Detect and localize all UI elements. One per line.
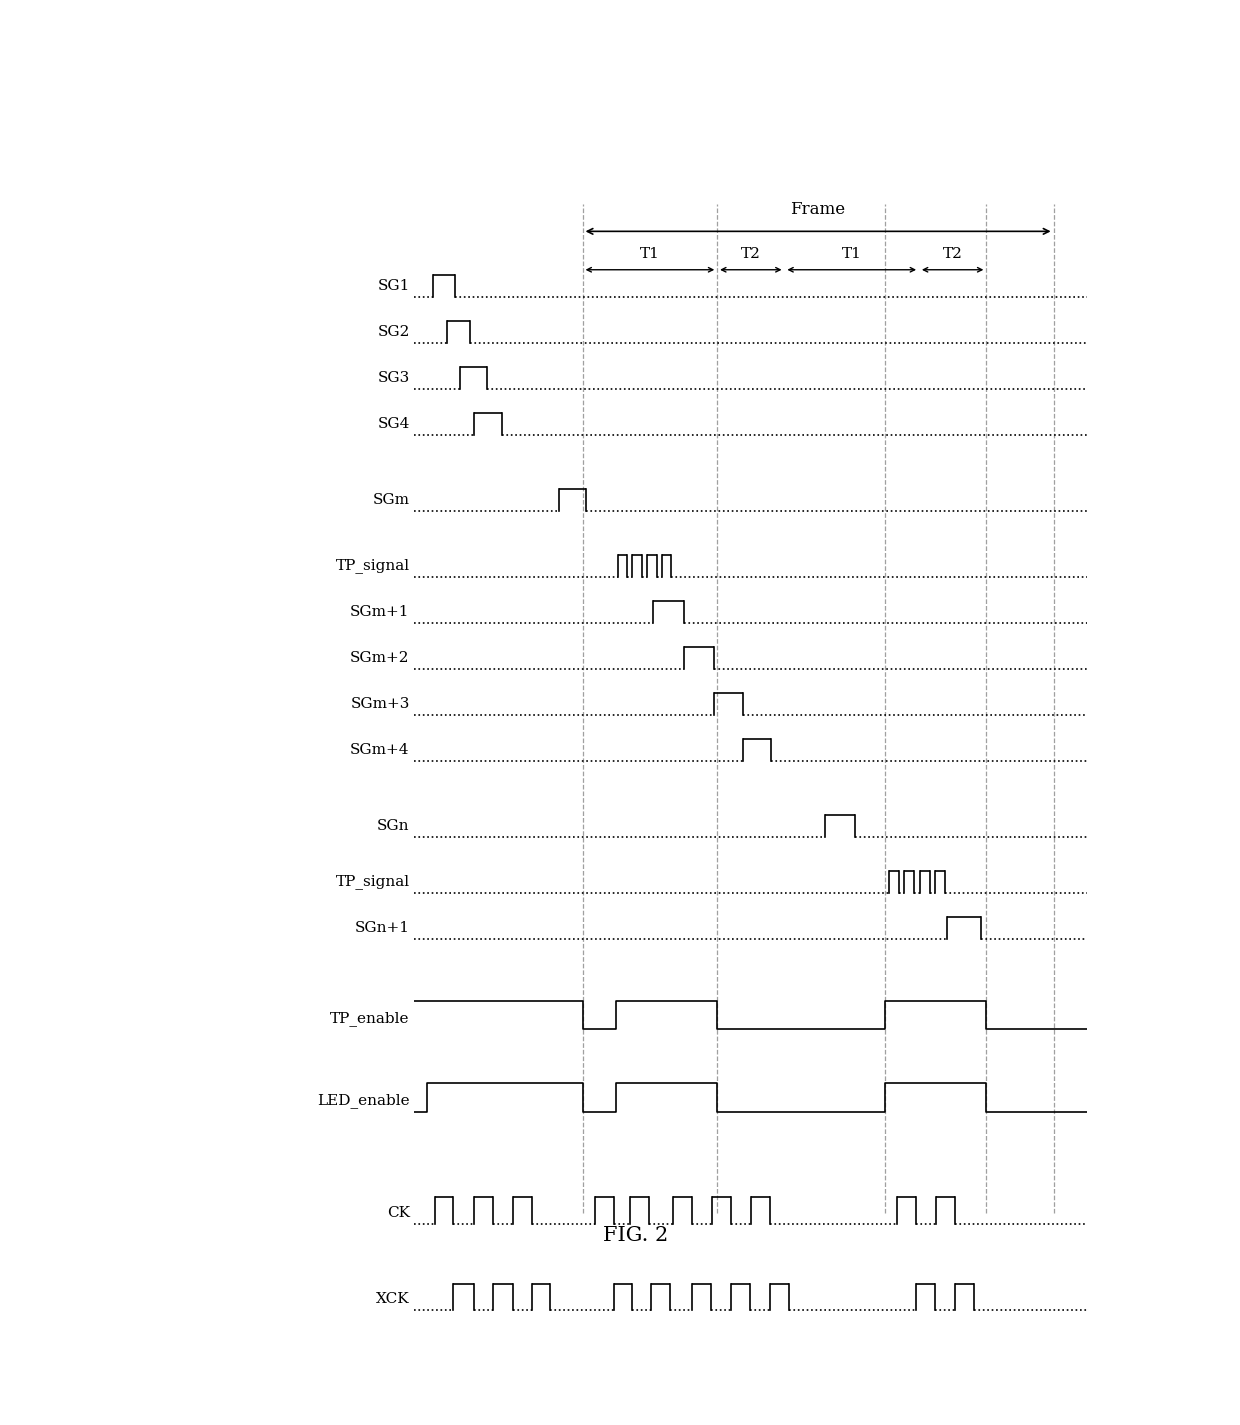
Text: T2: T2 <box>740 247 761 261</box>
Text: TP_enable: TP_enable <box>330 1010 409 1026</box>
Text: SGm: SGm <box>373 493 409 507</box>
Text: SGm+2: SGm+2 <box>350 651 409 665</box>
Text: T1: T1 <box>640 247 660 261</box>
Text: Frame: Frame <box>791 201 846 218</box>
Text: SG1: SG1 <box>377 279 409 294</box>
Text: FIG. 2: FIG. 2 <box>603 1226 668 1245</box>
Text: TP_signal: TP_signal <box>336 559 409 573</box>
Text: SGn+1: SGn+1 <box>355 921 409 935</box>
Text: T2: T2 <box>942 247 962 261</box>
Text: SG4: SG4 <box>377 418 409 432</box>
Text: LED_enable: LED_enable <box>317 1093 409 1109</box>
Text: SGm+1: SGm+1 <box>350 606 409 618</box>
Text: SG3: SG3 <box>377 372 409 385</box>
Text: CK: CK <box>387 1206 409 1220</box>
Text: XCK: XCK <box>376 1292 409 1307</box>
Text: SGm+4: SGm+4 <box>350 744 409 757</box>
Text: SG2: SG2 <box>377 325 409 339</box>
Text: TP_signal: TP_signal <box>336 875 409 889</box>
Text: T1: T1 <box>842 247 862 261</box>
Text: SGn: SGn <box>377 819 409 834</box>
Text: SGm+3: SGm+3 <box>350 697 409 711</box>
